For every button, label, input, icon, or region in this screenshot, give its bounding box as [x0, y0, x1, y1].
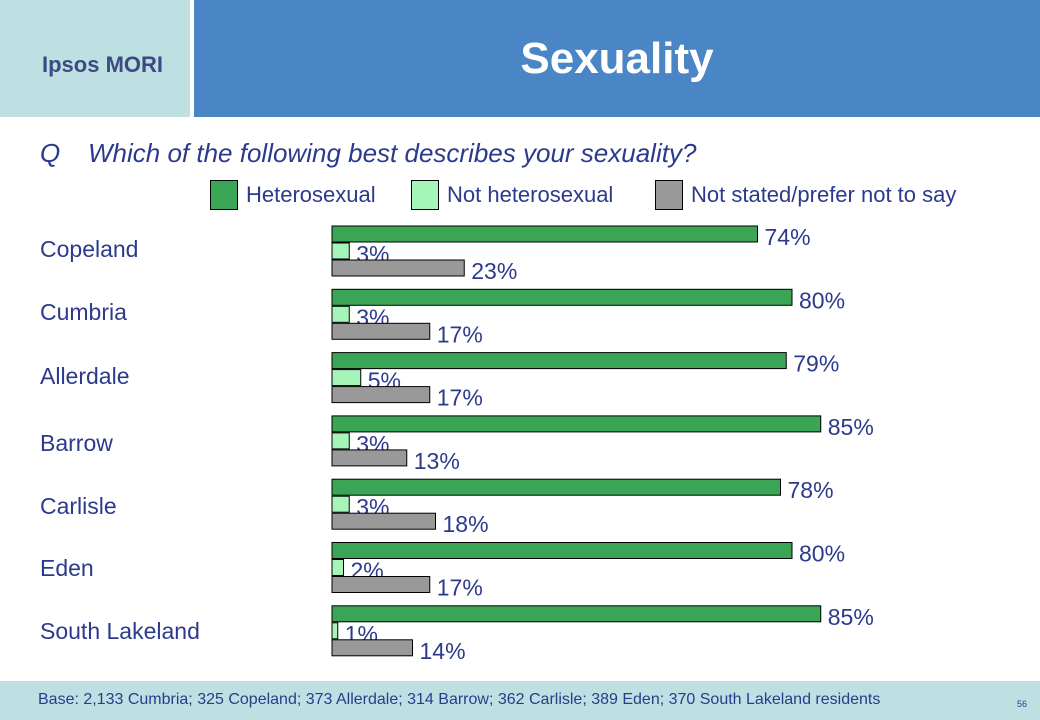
bar-barrow-not-heterosexual: [331, 432, 350, 450]
legend-swatch-heterosexual: [210, 180, 238, 210]
data-label-cumbria-not-stated-prefer-not-to-say: 17%: [437, 321, 483, 347]
data-label-carlisle-not-stated-prefer-not-to-say: 18%: [443, 511, 489, 537]
question-prefix: Q: [40, 138, 61, 168]
legend-label-heterosexual: Heterosexual: [246, 182, 376, 207]
category-label-copeland: Copeland: [40, 236, 139, 262]
data-label-carlisle-heterosexual: 78%: [788, 477, 834, 503]
category-label-allerdale: Allerdale: [40, 363, 130, 389]
bar-allerdale-not-stated-prefer-not-to-say: [331, 386, 431, 404]
footer: Base: 2,133 Cumbria; 325 Copeland; 373 A…: [0, 681, 1040, 720]
data-label-eden-not-stated-prefer-not-to-say: 17%: [437, 575, 483, 601]
bar-eden-not-stated-prefer-not-to-say: [331, 576, 431, 593]
data-label-allerdale-not-stated-prefer-not-to-say: 17%: [437, 385, 483, 411]
category-label-carlisle: Carlisle: [40, 493, 117, 519]
data-label-south-lakeland-not-stated-prefer-not-to-say: 14%: [420, 638, 466, 664]
question-text: Which of the following best describes yo…: [88, 138, 697, 168]
legend-label-not-heterosexual: Not heterosexual: [447, 182, 614, 207]
legend-swatch-not-heterosexual: [411, 180, 439, 210]
bar-copeland-heterosexual: [331, 225, 758, 243]
category-label-barrow: Barrow: [40, 430, 113, 456]
bar-cumbria-not-heterosexual: [331, 305, 350, 323]
bar-cumbria-heterosexual: [331, 288, 793, 306]
data-label-allerdale-heterosexual: 79%: [793, 351, 839, 377]
bar-carlisle-not-heterosexual: [331, 495, 350, 513]
data-label-south-lakeland-heterosexual: 85%: [828, 604, 874, 630]
data-label-eden-heterosexual: 80%: [799, 541, 845, 567]
legend-label-not-stated: Not stated/prefer not to say: [691, 182, 957, 207]
bar-allerdale-heterosexual: [331, 352, 787, 370]
page-number: 56: [1017, 699, 1028, 709]
page-title: Sexuality: [520, 34, 714, 83]
logo-panel: Ipsos MORI: [0, 0, 190, 117]
bar-copeland-not-stated-prefer-not-to-say: [331, 259, 465, 277]
data-label-barrow-heterosexual: 85%: [828, 414, 874, 440]
bar-eden-heterosexual: [331, 542, 793, 559]
category-label-south-lakeland: South Lakeland: [40, 618, 200, 644]
bar-allerdale-not-heterosexual: [331, 369, 362, 387]
bar-carlisle-heterosexual: [331, 478, 781, 496]
bar-carlisle-not-stated-prefer-not-to-say: [331, 512, 436, 530]
category-label-cumbria: Cumbria: [40, 299, 127, 325]
header-separator: [190, 0, 194, 117]
bar-copeland-not-heterosexual: [331, 242, 350, 260]
bar-eden-not-heterosexual: [331, 559, 344, 576]
ipsos-mori-logo: Ipsos MORI: [42, 52, 164, 77]
bar-barrow-heterosexual: [331, 415, 822, 433]
bar-barrow-not-stated-prefer-not-to-say: [331, 449, 408, 467]
data-label-barrow-not-stated-prefer-not-to-say: 13%: [414, 448, 460, 474]
bar-cumbria-not-stated-prefer-not-to-say: [331, 322, 431, 340]
title-bar: Sexuality: [194, 0, 1040, 117]
data-label-copeland-heterosexual: 74%: [765, 224, 811, 250]
category-label-eden: Eden: [40, 555, 94, 581]
data-label-copeland-not-stated-prefer-not-to-say: 23%: [471, 258, 517, 284]
bar-south-lakeland-not-heterosexual: [331, 622, 339, 640]
bar-south-lakeland-not-stated-prefer-not-to-say: [331, 639, 413, 657]
bar-south-lakeland-heterosexual: [331, 605, 822, 623]
base-note: Base: 2,133 Cumbria; 325 Copeland; 373 A…: [38, 691, 881, 708]
legend-swatch-not-stated: [655, 180, 683, 210]
data-label-cumbria-heterosexual: 80%: [799, 287, 845, 313]
